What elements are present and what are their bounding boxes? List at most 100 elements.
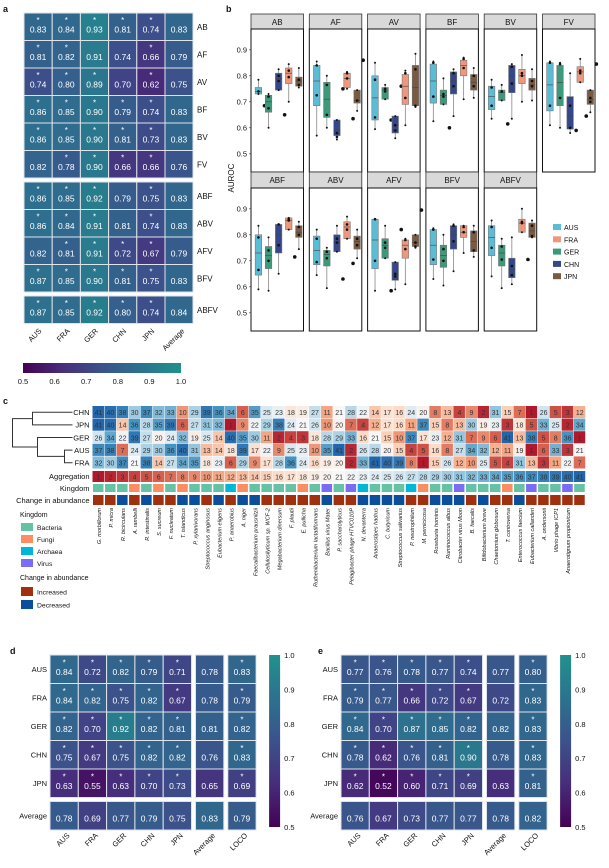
- panel-a-value: 0.91: [86, 52, 103, 62]
- panel-d-value: 0.75: [112, 752, 129, 762]
- panel-d-value: 0.70: [141, 781, 158, 791]
- panel-a-star: *: [121, 240, 124, 249]
- panel-c-cell-value: 33: [359, 460, 367, 467]
- panel-c-aggregation-cell: [561, 471, 574, 482]
- panel-c-cell: [297, 443, 309, 456]
- panel-b-point: [569, 132, 572, 134]
- panel-d-star: *: [63, 744, 66, 753]
- panel-d-value: 0.79: [141, 667, 158, 677]
- panel-e-colorbar-tick: 0.5: [575, 823, 585, 832]
- panel-c-cell: [477, 431, 489, 444]
- panel-b-point: [472, 230, 476, 234]
- panel-c-legend-kingdom-title: Kingdom: [20, 512, 48, 519]
- panel-c-cell-value: 17: [419, 435, 427, 442]
- panel-b-point: [335, 250, 338, 253]
- panel-b-point: [393, 272, 397, 276]
- panel-c-cell-value: 10: [179, 410, 187, 417]
- panel-c-cell: [513, 418, 526, 431]
- panel-c-cell: [501, 418, 514, 431]
- panel-d-value: 0.79: [234, 695, 251, 705]
- panel-a-value: 0.86: [30, 107, 47, 117]
- panel-c-cell-value: 36: [167, 448, 175, 455]
- panel-c-cell: [272, 406, 285, 419]
- panel-c-cell: [525, 406, 538, 419]
- panel-a-row-label: BV: [197, 133, 208, 142]
- panel-d-average-cell: [106, 801, 136, 831]
- panel-b-point: [356, 257, 359, 260]
- panel-d-star: *: [176, 715, 179, 724]
- panel-c-change-cell-decreased: [453, 495, 465, 505]
- panel-c-species-label: Streptococcus salivarius: [398, 508, 404, 568]
- panel-c-legend-swatch-virus: [21, 559, 33, 567]
- panel-b-point: [442, 77, 445, 80]
- panel-c-cell-value: 26: [540, 410, 548, 417]
- panel-d-star: *: [176, 744, 179, 753]
- panel-b-facet: AV: [367, 13, 421, 173]
- panel-e-star: *: [438, 658, 441, 667]
- panel-c-cell-value: 17: [383, 423, 391, 430]
- panel-b-facet: ABFV: [483, 171, 538, 332]
- panel-c-species-label: P. micra: [109, 508, 115, 527]
- panel-d-average-value: 0.78: [56, 813, 73, 823]
- panel-c-aggregation-value: 2: [109, 475, 113, 482]
- panel-b-box-ger: [498, 244, 506, 267]
- panel-b-point: [558, 62, 562, 66]
- panel-e-value: 0.83: [525, 695, 542, 705]
- panel-c-cell: [429, 443, 441, 456]
- panel-b-point: [315, 134, 318, 137]
- panel-a-cell: [136, 236, 166, 265]
- panel-c-cell: [116, 418, 129, 431]
- panel-a-star: *: [65, 267, 68, 276]
- panel-c-cell-value: 20: [419, 410, 427, 417]
- panel-c-row-label: FRA: [75, 458, 90, 467]
- panel-b-ytick: 0.8: [237, 71, 247, 80]
- panel-c-cell-value: 10: [468, 460, 476, 467]
- panel-c-cell: [501, 443, 514, 456]
- panel-b-point: [335, 224, 338, 227]
- panel-c-cell: [297, 456, 309, 469]
- panel-b-facet-title: BFV: [444, 176, 460, 185]
- panel-c-cell-value: 6: [229, 460, 233, 467]
- panel-b-box-fra: [343, 72, 351, 88]
- panel-e-heatmap: AUS*0.77*0.76*0.78*0.77*0.74 0.77*0.80FRA…: [310, 651, 585, 857]
- panel-e-cell: [340, 740, 370, 770]
- panel-a-value: 0.91: [86, 248, 103, 258]
- panel-c-cell: [200, 456, 213, 469]
- panel-c-cell: [321, 406, 333, 419]
- panel-b-box-chn: [275, 224, 283, 254]
- panel-c-kingdom-cell-archaea: [405, 484, 417, 492]
- panel-b-point: [490, 219, 493, 222]
- panel-b-point: [490, 246, 493, 250]
- panel-a-star: *: [149, 98, 152, 107]
- panel-e-value: 0.78: [347, 752, 364, 762]
- panel-c-aggregation-cell: [381, 471, 393, 482]
- panel-c-cell: [489, 406, 502, 419]
- panel-c-cell-value: 21: [335, 410, 343, 417]
- panel-e-row-label: JPN: [324, 779, 338, 788]
- panel-e-cell: [340, 711, 370, 741]
- panel-c-kingdom-cell-fungi: [153, 484, 164, 492]
- panel-a-cell: [136, 150, 166, 179]
- panel-c-row-label: JPN: [75, 421, 89, 430]
- panel-c-cell: [441, 406, 453, 419]
- panel-b-point: [393, 129, 397, 132]
- panel-c-cell: [345, 406, 357, 419]
- panel-b-box-fra: [576, 66, 584, 83]
- panel-c-change-cell-increased: [526, 495, 537, 505]
- panel-c-cell-value: 31: [456, 435, 464, 442]
- panel-e-col-label: AUS: [345, 831, 362, 848]
- panel-a-cell: [79, 40, 110, 69]
- panel-c-cell-value: 40: [179, 448, 187, 455]
- panel-c-kingdom-cell-bacteria: [441, 484, 453, 492]
- panel-b-box-chn: [449, 71, 458, 95]
- panel-b-point: [530, 234, 534, 238]
- panel-c-species-label: G. morbillorum: [97, 508, 103, 544]
- panel-c-dendrogram-branch: [12, 418, 38, 448]
- panel-a-value: 0.74: [143, 107, 160, 117]
- panel-c-cell: [357, 406, 369, 419]
- panel-c-cell-value: 27: [311, 410, 319, 417]
- panel-b-legend-swatch-aus: [553, 224, 561, 230]
- panel-b-boxplots: AUROC AB 0.5 0.6 0.7 0.8 0.9 AF AV BF BV FV ABF 0.5 0.…: [227, 13, 599, 332]
- panel-b-point: [341, 87, 345, 91]
- panel-c-cell-value: 26: [311, 423, 319, 430]
